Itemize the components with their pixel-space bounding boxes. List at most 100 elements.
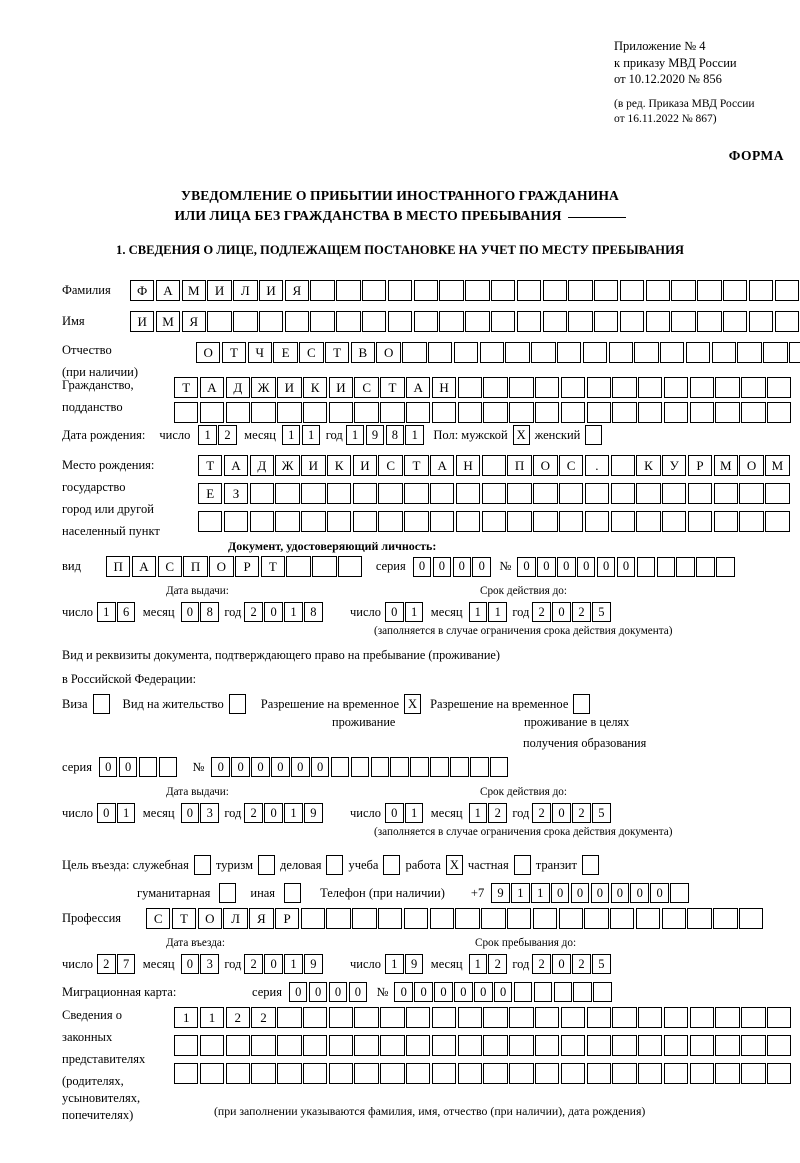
grid-cell[interactable] xyxy=(687,483,713,504)
grid-cell[interactable] xyxy=(663,1035,689,1056)
grid-cell[interactable] xyxy=(483,1007,508,1028)
date-cell[interactable]: 8 xyxy=(304,602,323,622)
grid-cell[interactable] xyxy=(275,511,300,532)
grid-cell[interactable]: Т xyxy=(221,342,247,363)
date-cell[interactable]: 1 xyxy=(284,602,303,622)
grid-cell[interactable] xyxy=(277,1063,302,1084)
date-cell[interactable]: 3 xyxy=(200,803,219,823)
grid-cell[interactable] xyxy=(455,483,481,504)
grid-cell[interactable] xyxy=(513,982,533,1002)
grid-cell[interactable]: К xyxy=(636,455,661,476)
grid-cell[interactable] xyxy=(765,511,790,532)
grid-cell[interactable] xyxy=(378,511,403,532)
grid-cell[interactable] xyxy=(301,483,326,504)
grid-cell[interactable]: З xyxy=(223,483,249,504)
grid-cell[interactable] xyxy=(249,483,274,504)
grid-cell[interactable] xyxy=(766,1035,792,1056)
grid-cell[interactable] xyxy=(404,511,429,532)
grid-cell[interactable] xyxy=(766,402,792,423)
grid-cell[interactable] xyxy=(697,311,722,332)
date-cell[interactable]: 2 xyxy=(244,954,263,974)
grid-cell[interactable]: 0 xyxy=(616,556,636,577)
grid-cell[interactable] xyxy=(506,908,532,929)
grid-cell[interactable] xyxy=(687,511,713,532)
grid-cell[interactable] xyxy=(326,511,352,532)
grid-cell[interactable] xyxy=(610,455,635,476)
grid-cell[interactable] xyxy=(429,908,454,929)
grid-cell[interactable] xyxy=(251,1063,276,1084)
date-cell[interactable]: 0 xyxy=(97,803,116,823)
grid-cell[interactable]: Ф xyxy=(130,280,155,301)
grid-cell[interactable]: 1 xyxy=(531,883,550,903)
grid-cell[interactable]: Д xyxy=(249,455,274,476)
grid-cell[interactable] xyxy=(763,342,788,363)
date-cell[interactable]: 5 xyxy=(592,803,611,823)
grid-cell[interactable] xyxy=(483,1035,508,1056)
grid-cell[interactable] xyxy=(207,311,232,332)
date-cell[interactable]: 2 xyxy=(244,602,263,622)
grid-cell[interactable] xyxy=(199,1063,225,1084)
grid-cell[interactable]: 0 xyxy=(570,883,590,903)
grid-cell[interactable] xyxy=(430,757,449,777)
grid-cell[interactable] xyxy=(636,556,656,577)
grid-cell[interactable] xyxy=(380,402,405,423)
grid-cell[interactable] xyxy=(638,377,663,398)
grid-cell[interactable] xyxy=(748,280,774,301)
grid-cell[interactable] xyxy=(534,1007,560,1028)
grid-cell[interactable] xyxy=(713,511,739,532)
date-cell[interactable]: 9 xyxy=(365,425,385,445)
grid-cell[interactable] xyxy=(380,1035,405,1056)
birthplace-cells-row3[interactable] xyxy=(198,511,791,532)
date-cell[interactable]: 2 xyxy=(97,954,116,974)
grid-cell[interactable] xyxy=(593,982,612,1002)
grid-cell[interactable]: 0 xyxy=(98,757,118,777)
grid-cell[interactable] xyxy=(457,402,482,423)
grid-cell[interactable] xyxy=(277,1035,302,1056)
date-cell[interactable]: 1 xyxy=(284,954,303,974)
grid-cell[interactable] xyxy=(516,311,542,332)
grid-cell[interactable]: М xyxy=(713,455,739,476)
grid-cell[interactable] xyxy=(638,1063,663,1084)
grid-cell[interactable] xyxy=(406,1035,431,1056)
grid-cell[interactable] xyxy=(713,483,739,504)
grid-cell[interactable] xyxy=(509,377,534,398)
grid-cell[interactable] xyxy=(560,1035,586,1056)
grid-cell[interactable] xyxy=(532,908,558,929)
grid-cell[interactable] xyxy=(439,311,464,332)
grid-cell[interactable] xyxy=(481,908,506,929)
grid-cell[interactable] xyxy=(610,908,635,929)
grid-cell[interactable]: О xyxy=(533,455,558,476)
date-cell[interactable]: 1 xyxy=(468,803,488,823)
grid-cell[interactable] xyxy=(277,402,302,423)
date-cell[interactable]: 1 xyxy=(405,425,424,445)
grid-cell[interactable]: А xyxy=(223,455,249,476)
grid-cell[interactable]: 9 xyxy=(491,883,510,903)
grid-cell[interactable] xyxy=(430,511,455,532)
grid-cell[interactable] xyxy=(481,511,506,532)
grid-cell[interactable] xyxy=(354,1063,379,1084)
grid-cell[interactable] xyxy=(689,1063,715,1084)
date-cell[interactable]: 3 xyxy=(200,954,219,974)
grid-cell[interactable] xyxy=(509,1007,534,1028)
grid-cell[interactable] xyxy=(465,311,490,332)
grid-cell[interactable]: 0 xyxy=(474,982,493,1002)
date-cell[interactable]: 8 xyxy=(200,602,219,622)
grid-cell[interactable] xyxy=(741,1063,766,1084)
date-cell[interactable]: 2 xyxy=(532,954,551,974)
grid-cell[interactable]: 0 xyxy=(434,982,453,1002)
grid-cell[interactable]: И xyxy=(258,280,284,301)
grid-cell[interactable]: А xyxy=(199,377,225,398)
date-cell[interactable]: 0 xyxy=(180,602,200,622)
grid-cell[interactable]: 0 xyxy=(271,757,290,777)
grid-cell[interactable] xyxy=(406,402,431,423)
grid-cell[interactable] xyxy=(676,556,695,577)
grid-cell[interactable] xyxy=(483,402,508,423)
grid-cell[interactable] xyxy=(533,483,558,504)
grid-cell[interactable] xyxy=(457,1007,482,1028)
grid-cell[interactable] xyxy=(505,342,530,363)
